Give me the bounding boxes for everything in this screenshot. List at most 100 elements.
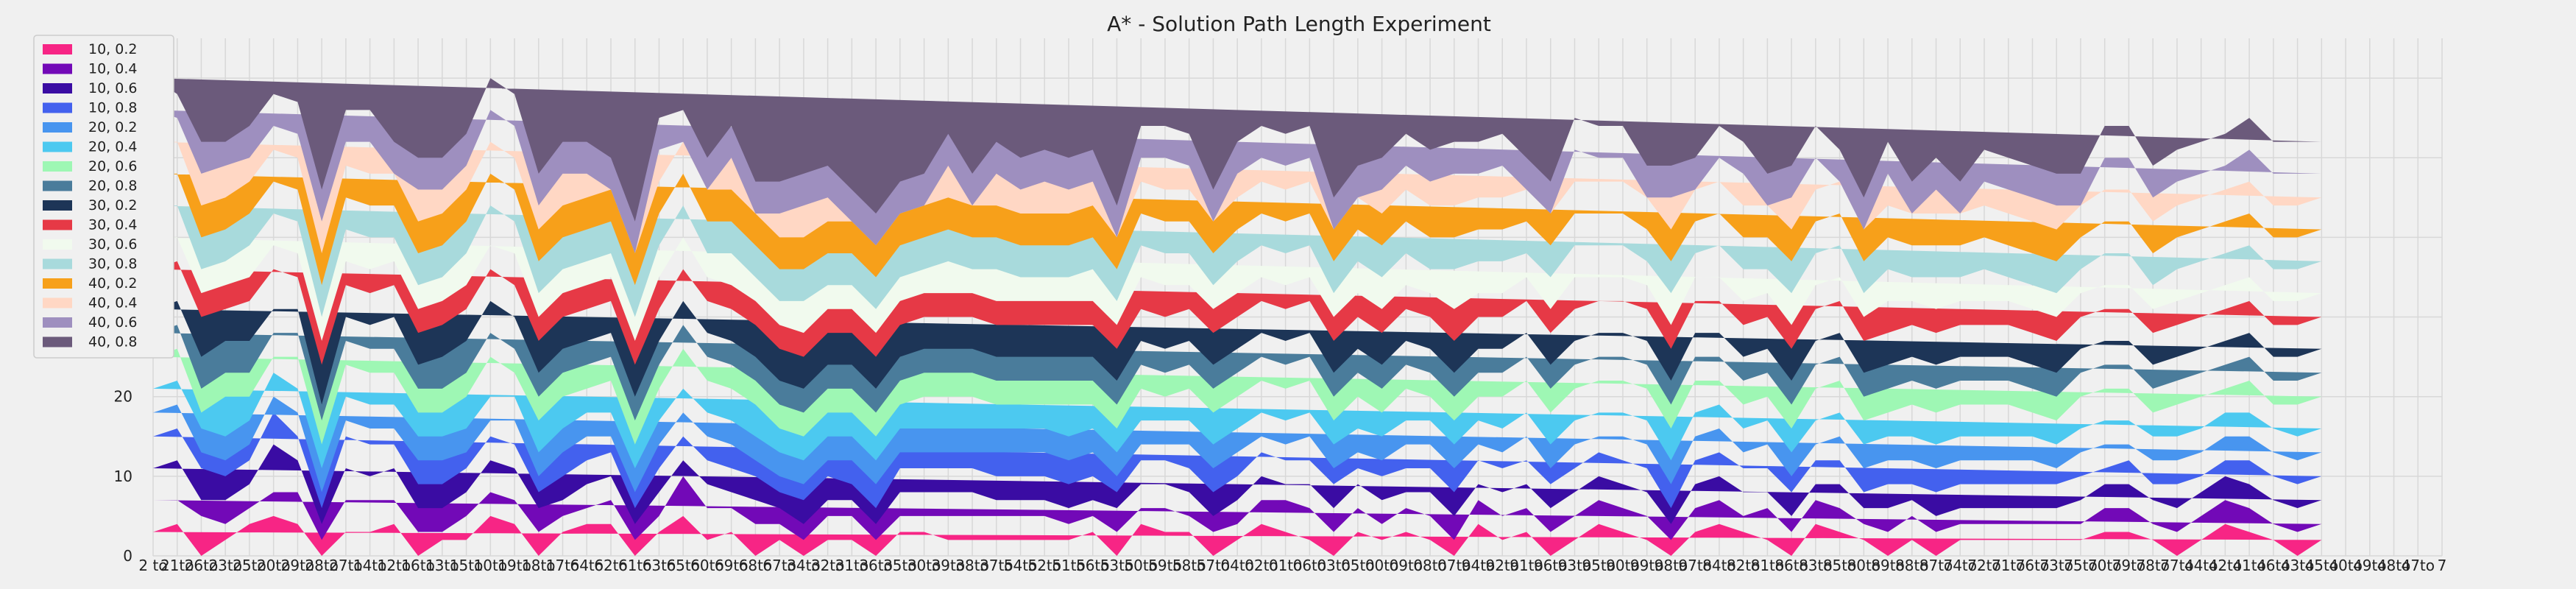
legend-label: 10, 0.4 [88,61,137,77]
x-tick-label: 23to [208,557,242,574]
x-tick-label: 38to [955,557,989,574]
x-tick-label: 83to [1799,557,1833,574]
x-tick-label: 30to [907,557,941,574]
area-series-30-0-4 [153,261,2322,365]
legend-label: 20, 0.6 [88,158,137,174]
legend-swatch [43,336,72,348]
x-tick-label: 94to [1462,557,1496,574]
x-tick-label: 51to [1052,557,1086,574]
y-tick-label: 10 [114,468,132,485]
x-tick-label: 43to [2281,557,2315,574]
x-tick-label: 69to [715,557,749,574]
x-tick-label: 20to [257,557,291,574]
x-tick-label: 52to [1027,557,1061,574]
x-tick-label: 44to [2184,557,2218,574]
x-tick-label: 74to [1943,557,1977,574]
x-tick-label: 67to [762,557,796,574]
chart-title: A* - Solution Path Length Experiment [1107,12,1491,36]
x-tick-label: 48to [2377,557,2411,574]
x-tick-label: 35to [883,557,917,574]
x-tick-label: 65to [666,557,700,574]
legend-swatch [43,83,72,94]
x-tick-label: 82to [1727,557,1761,574]
x-tick-label: 25to [233,557,266,574]
legend-swatch [43,278,72,289]
legend-swatch [43,161,72,172]
x-tick-label: 12to [378,557,411,574]
area-series-20-0-8 [153,325,2322,421]
x-tick-label: 98to [1655,557,1688,574]
x-tick-label: 99to [1630,557,1664,574]
x-tick-label: 63to [643,557,676,574]
x-tick-label: 50to [1124,557,1158,574]
legend-swatch [43,317,72,328]
x-tick-label: 86to [1774,557,1808,574]
legend-label: 40, 0.6 [88,314,137,331]
x-tick-label: 27to [329,557,363,574]
x-tick-label: 77to [2160,557,2194,574]
area-series-30-0-2 [153,300,2322,405]
y-tick-label: 20 [114,388,132,406]
x-tick-label: 19to [498,557,531,574]
legend-label: 30, 0.4 [88,217,137,233]
x-tick-label: 09to [1390,557,1423,574]
area-series-10-0-4 [153,476,2322,540]
legend-swatch [43,141,72,152]
x-tick-label: 14to [353,557,387,574]
x-tick-label: 34to [787,557,821,574]
legend-label: 40, 0.4 [88,295,137,311]
x-tick-label: 10to [474,557,508,574]
legend-label: 40, 0.8 [88,334,137,350]
legend-label: 20, 0.8 [88,178,137,194]
x-tick-label: 28to [305,557,339,574]
x-tick-label: 72to [1967,557,2001,574]
x-tick-label: 53to [1100,557,1134,574]
x-tick-label: 05to [1341,557,1375,574]
x-tick-label: 89to [1871,557,1905,574]
x-tick-label: 80to [1847,557,1881,574]
x-tick-label: 70to [2088,557,2122,574]
x-tick-label: 01to [1269,557,1303,574]
x-tick-label: 15to [450,557,484,574]
area-series-30-0-8 [153,205,2322,317]
y-tick-label: 0 [123,547,132,565]
legend-swatch [43,239,72,250]
x-tick-label: 42to [2209,557,2243,574]
x-tick-label: 76to [2016,557,2050,574]
legend-label: 20, 0.4 [88,139,137,155]
legend-label: 20, 0.2 [88,119,137,135]
x-tick-label: 49to [2353,557,2387,574]
x-tick-label: 41to [2232,557,2266,574]
x-tick-label: 36to [859,557,893,574]
x-tick-label: 75to [2064,557,2098,574]
x-tick-label: 88to [1895,557,1929,574]
legend-swatch [43,122,72,133]
legend-swatch [43,297,72,308]
x-tick-label: 78to [2136,557,2170,574]
x-tick-label: 04to [1220,557,1254,574]
x-tick-label: 81to [1751,557,1785,574]
x-tick-label: 79to [2112,557,2146,574]
legend-label: 10, 0.6 [88,80,137,96]
area-series-40-0-6 [153,110,2322,254]
legend: 10, 0.2 10, 0.4 10, 0.6 10, 0.8 20, 0.2 20, 0… [33,35,174,359]
x-tick-label: 06to [1293,557,1327,574]
x-tick-label: 37to [980,557,1013,574]
x-tick-label: 90to [1606,557,1640,574]
x-tick-label: 07to [1437,557,1471,574]
x-tick-label: 54to [1004,557,1038,574]
x-tick-label: 31to [835,557,869,574]
x-tick-label: 57to [1197,557,1231,574]
x-tick-label: 39to [932,557,966,574]
x-tick-label: 58to [1172,557,1206,574]
x-tick-label: 97to [1678,557,1712,574]
x-tick-label: 92to [1485,557,1519,574]
area-series-40-0-8 [153,78,2322,222]
x-tick-label: 29to [281,557,315,574]
area-series-40-0-2 [153,173,2322,286]
x-tick-label: 26to [185,557,219,574]
area-series-10-0-2 [153,515,2322,556]
area-series-10-0-8 [153,412,2322,509]
area-series-20-0-2 [153,396,2322,493]
